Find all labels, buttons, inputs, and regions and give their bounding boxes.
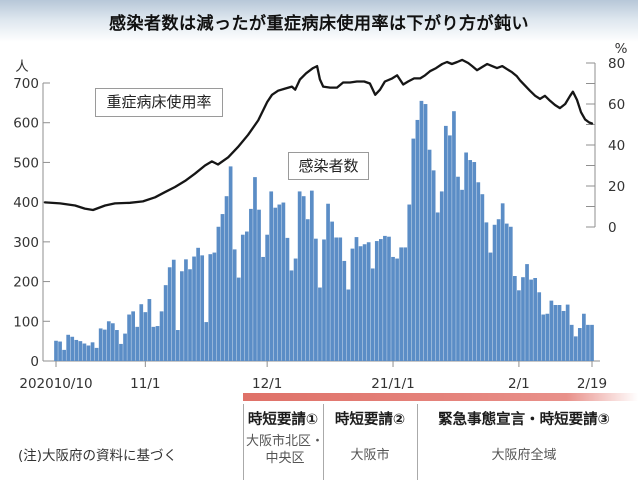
svg-text:200: 200	[13, 275, 39, 291]
svg-text:0: 0	[608, 220, 617, 236]
section-3-subtitle: 大阪府全域	[491, 448, 557, 463]
svg-text:20: 20	[608, 179, 625, 195]
svg-text:12/1: 12/1	[252, 376, 282, 392]
legend-cases-label: 感染者数	[298, 157, 359, 175]
svg-text:300: 300	[13, 235, 39, 251]
x-axis: 202010/10 11/1 12/1 21/1/1 2/1 2/19	[19, 360, 607, 392]
svg-text:202010/10: 202010/10	[19, 376, 92, 392]
svg-text:0: 0	[30, 354, 39, 370]
svg-text:%: %	[615, 41, 628, 57]
chart-header: 感染者数は減ったが重症病床使用率は下がり方が鈍い	[0, 0, 638, 42]
legend-cases: 感染者数	[288, 152, 369, 180]
section-2-subtitle: 大阪市	[350, 448, 390, 463]
section-divider	[243, 404, 244, 480]
section-2-title: 時短要請②	[334, 412, 406, 428]
svg-text:600: 600	[13, 116, 39, 132]
svg-text:21/1/1: 21/1/1	[371, 376, 414, 392]
svg-text:500: 500	[13, 155, 39, 171]
restriction-period-band	[243, 393, 638, 401]
usage-rate-line	[43, 58, 594, 212]
infection-bars	[54, 100, 594, 362]
source-note: (注)大阪府の資料に基づく	[18, 448, 178, 464]
svg-text:40: 40	[608, 138, 625, 154]
right-axis: 0 20 40 60 80%	[586, 41, 628, 236]
legend-usage-rate: 重症病床使用率	[95, 88, 223, 117]
svg-text:11/1: 11/1	[130, 376, 160, 392]
section-1-subtitle: 大阪市北区・中央区	[245, 434, 324, 466]
section-divider	[417, 404, 418, 480]
chart-title: 感染者数は減ったが重症病床使用率は下がり方が鈍い	[109, 14, 529, 34]
svg-text:2/19: 2/19	[577, 376, 607, 392]
svg-text:2/1: 2/1	[508, 376, 530, 392]
svg-text:100: 100	[13, 314, 39, 330]
section-3-title: 緊急事態宣言・時短要請③	[438, 412, 610, 428]
legend-usage-rate-label: 重症病床使用率	[106, 93, 212, 111]
svg-text:人: 人	[15, 59, 29, 75]
section-divider	[323, 404, 324, 480]
svg-text:60: 60	[608, 97, 625, 113]
svg-text:400: 400	[13, 195, 39, 211]
section-1-title: 時短要請①	[247, 412, 319, 428]
svg-text:700: 700	[13, 76, 39, 92]
svg-text:80: 80	[608, 56, 625, 72]
